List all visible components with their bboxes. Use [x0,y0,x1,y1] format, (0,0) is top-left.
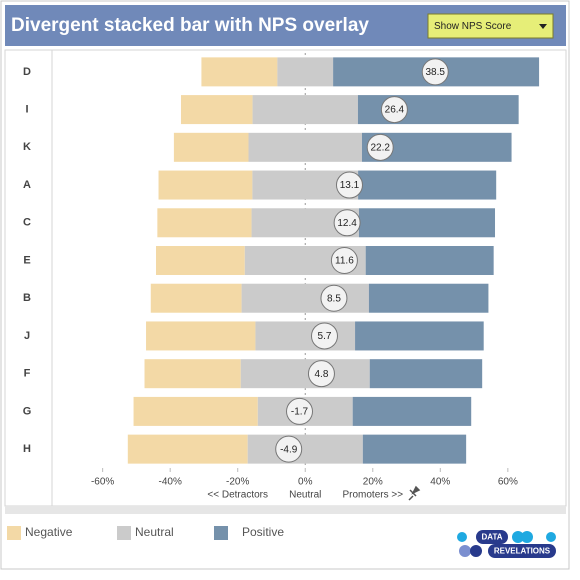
nps-marker [275,435,303,463]
bar-negative [150,283,242,313]
category-label: E [23,254,30,266]
nps-marker [366,133,394,161]
logo-dot [459,545,471,557]
nps-label: 12.4 [337,218,357,229]
bar-positive [365,246,494,275]
bar-negative [201,57,278,87]
bar-neutral [255,321,356,351]
bar-positive [368,283,489,313]
nps-marker [310,322,338,350]
category-label: C [23,217,31,229]
x-tick-label: 60% [498,477,518,488]
category-label: J [24,330,30,342]
logo-dot [512,531,524,543]
category-label: G [23,405,32,417]
axis-annotation: Promoters >> [342,490,403,501]
axis-annotation: Neutral [289,490,321,501]
nps-label: 26.4 [385,105,405,116]
logo-box [488,544,556,558]
nps-marker [421,58,449,86]
logo-dot [457,532,467,542]
separator [5,506,566,514]
bar-neutral [240,359,370,389]
nps-label: 11.6 [335,256,354,267]
bar-negative [157,208,252,238]
nps-marker [335,171,363,199]
bar-negative [156,246,245,275]
dropdown-arrow[interactable] [539,24,547,29]
bar-neutral [277,57,334,87]
nps-marker [380,96,408,124]
bar-positive [358,208,496,238]
x-tick-label: 20% [363,477,383,488]
bar-positive [362,434,467,464]
legend-swatch [7,526,21,540]
legend-swatch [214,526,228,540]
category-label: B [23,292,31,304]
nps-marker [286,397,314,425]
x-tick-label: -60% [91,477,114,488]
logo-text: DATA [481,533,502,542]
x-tick-label: 0% [298,477,313,488]
nps-marker [333,209,361,237]
bar-neutral [241,283,369,313]
logo-text: REVELATIONS [494,547,551,556]
x-tick-label: -40% [159,477,182,488]
bar-negative [133,396,258,426]
nps-marker [330,247,358,274]
bar-negative [127,434,248,464]
bar-negative [173,132,249,162]
logo-dot [521,531,533,543]
category-label: I [25,103,28,115]
logo-dot [546,532,556,542]
category-label: F [24,368,31,380]
nps-label: 8.5 [327,293,341,304]
nps-label: -4.9 [280,444,298,455]
bar-neutral [247,434,363,464]
bar-positive [358,170,497,200]
x-tick-label: -20% [226,477,249,488]
nps-marker [307,360,335,388]
bar-neutral [252,95,358,125]
nps-marker [320,284,348,312]
bar-neutral [248,132,362,162]
category-label: K [23,141,31,153]
category-label: D [23,66,31,78]
bar-positive [352,396,472,426]
bar-negative [158,170,253,200]
nps-label: -1.7 [291,407,309,418]
category-label: A [23,179,31,191]
legend-swatch [117,526,131,540]
nps-label: 22.2 [370,142,390,153]
category-label: H [23,443,31,455]
legend-label: Neutral [135,525,174,539]
dropdown-label[interactable]: Show NPS Score [434,21,512,32]
nps-label: 4.8 [315,369,329,380]
bar-positive [369,359,483,389]
dropdown[interactable]: Show NPS Score [427,13,554,39]
plot-frame [4,49,567,507]
legend-label: Negative [25,525,73,539]
bar-positive [355,321,484,351]
dropdown-box[interactable] [427,13,554,39]
x-tick-label: 40% [430,477,450,488]
legend-label: Positive [242,525,284,539]
logo: DATA REVELATIONS [457,530,556,558]
nps-label: 38.5 [426,67,446,78]
axis-annotation: << Detractors [207,490,268,501]
bar-negative [144,359,241,389]
logo-dot [470,545,482,557]
bar-negative [180,95,253,125]
logo-box [476,530,508,544]
bar-negative [146,321,256,351]
nps-label: 5.7 [318,331,332,342]
nps-label: 13.1 [340,180,360,191]
pin-icon [408,485,421,501]
chart-title: Divergent stacked bar with NPS overlay [11,15,369,36]
